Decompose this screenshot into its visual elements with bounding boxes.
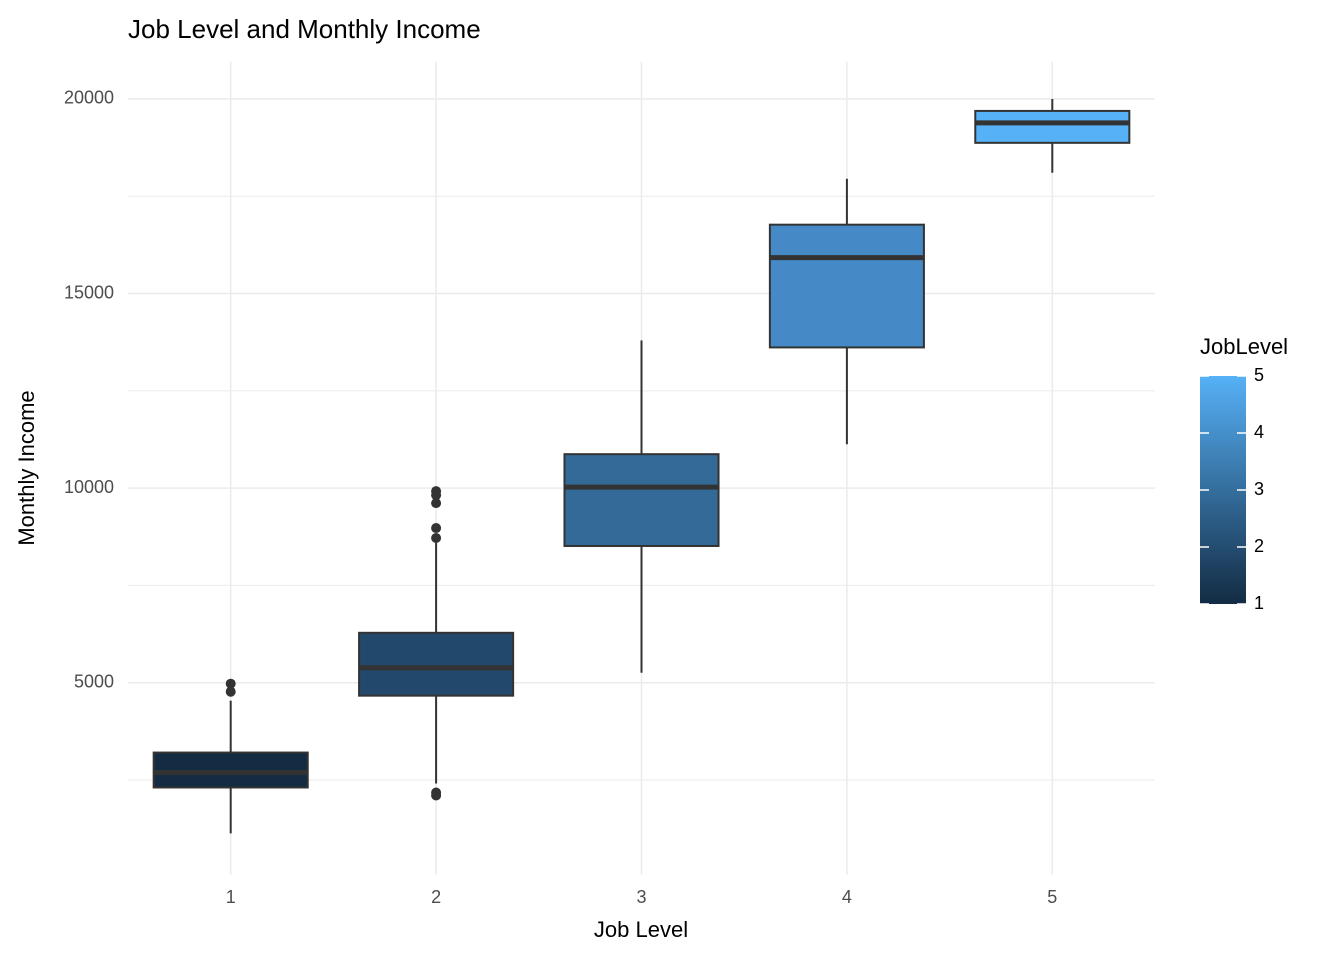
box (152, 751, 309, 789)
y-tick-label: 15000 (64, 282, 114, 302)
outlier (225, 686, 236, 697)
outlier (431, 790, 442, 801)
y-tick-label: 20000 (64, 88, 114, 108)
y-tick-label: 10000 (64, 477, 114, 497)
x-tick-label: 5 (1047, 887, 1057, 907)
legend-tick-label: 4 (1254, 422, 1264, 442)
outlier (431, 498, 442, 509)
x-tick-label: 2 (431, 887, 441, 907)
box (563, 453, 720, 547)
legend-tick-label: 1 (1254, 593, 1264, 613)
y-axis-title: Monthly Income (14, 390, 39, 545)
outlier (431, 533, 442, 544)
box (358, 631, 515, 697)
legend-tick-label: 2 (1254, 536, 1264, 556)
outlier (431, 490, 442, 501)
outlier (225, 678, 236, 689)
x-tick-label: 4 (842, 887, 852, 907)
y-tick-label: 5000 (74, 671, 114, 691)
legend-title: JobLevel (1200, 334, 1288, 359)
legend-tick-label: 5 (1254, 365, 1264, 385)
legend-tick-label: 3 (1254, 479, 1264, 499)
box (768, 223, 925, 349)
outlier (431, 523, 442, 534)
box (974, 109, 1131, 144)
x-axis-title: Job Level (594, 917, 688, 942)
x-tick-label: 3 (636, 887, 646, 907)
chart-title: Job Level and Monthly Income (128, 14, 481, 44)
x-tick-label: 1 (226, 887, 236, 907)
